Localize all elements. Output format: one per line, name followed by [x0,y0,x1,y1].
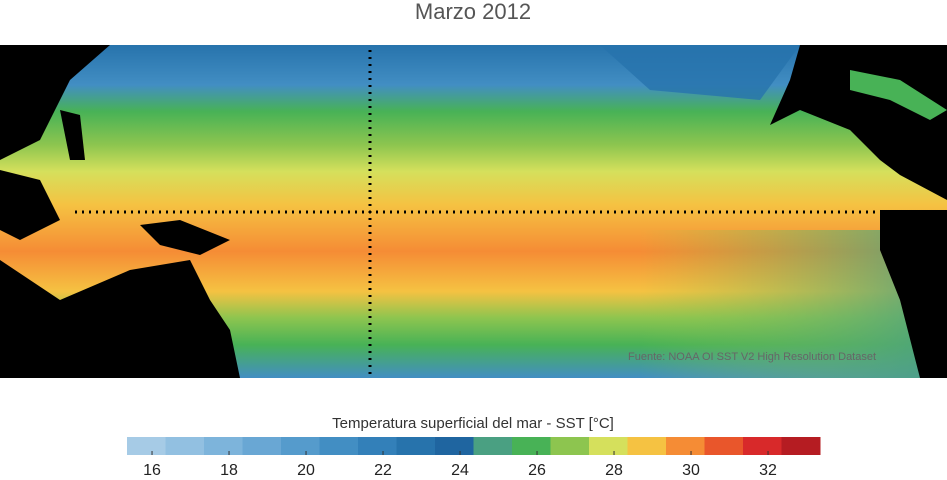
colorbar-swatch [589,437,628,455]
colorbar-swatch [358,437,397,455]
colorbar-swatch [627,437,667,455]
colorbar-swatch [473,437,513,455]
colorbar-swatch [512,437,551,455]
tick-label: 18 [220,462,238,479]
colorbar-swatch [281,437,320,455]
map: Fuente: NOAA OI SST V2 High Resolution D… [0,45,947,378]
tick-label: 28 [605,462,623,479]
colorbar-swatch [396,437,436,455]
colorbar-swatch [666,437,705,455]
tick-label: 22 [374,462,392,479]
colorbar-swatch [204,437,243,455]
land [0,260,240,378]
colorbar-label: Temperatura superficial del mar - SST [°… [332,415,614,432]
land [0,170,60,240]
colorbar-swatch [127,437,166,455]
tick-label: 32 [759,462,777,479]
colorbar-swatch [435,437,474,455]
land [60,110,85,160]
land [0,45,110,160]
caribbean [850,70,947,120]
tick-label: 24 [451,462,469,479]
colorbar-swatch [319,437,359,455]
colorbar-swatch [550,437,590,455]
colorbar-swatch [242,437,282,455]
colorbar-swatch [781,437,821,455]
colorbar: 16 18 20 22 24 26 28 30 32 [127,437,821,479]
title: Marzo 2012 [415,0,531,24]
tick-label: 16 [143,462,161,479]
colorbar-swatch [165,437,205,455]
tick-label: 20 [297,462,315,479]
colorbar-swatch [704,437,744,455]
tick-label: 26 [528,462,546,479]
land [880,210,947,378]
cool-region [600,45,800,100]
colorbar-swatch [743,437,782,455]
tick-label: 30 [682,462,700,479]
land [140,220,230,255]
source: Fuente: NOAA OI SST V2 High Resolution D… [628,351,876,363]
